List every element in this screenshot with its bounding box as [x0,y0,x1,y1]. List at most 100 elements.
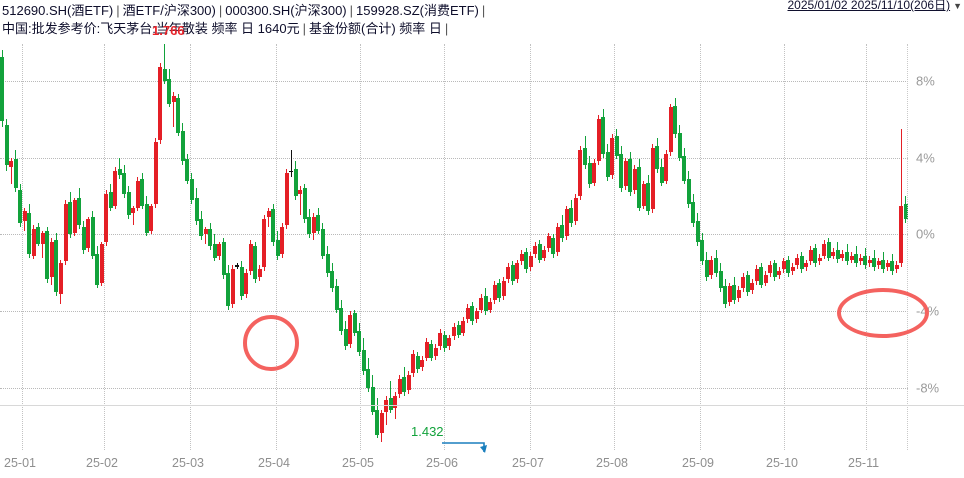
series-label-2[interactable]: 000300.SH(沪深300) [225,3,347,18]
candlestick [845,44,849,450]
candle-body [122,172,127,195]
candle-wick [290,149,292,177]
candle-wick [42,230,44,258]
candlestick [402,44,407,450]
date-range-selector[interactable]: 2025/01/02 2025/11/10(206日) ▼ [788,0,963,13]
candle-body [799,255,804,270]
candle-body [298,190,303,195]
series-label-5[interactable]: 基金份额(合计) 频率 日 [308,21,442,36]
candle-body [275,240,280,256]
candlestick [126,44,131,450]
candlestick [99,44,104,450]
candlestick [881,44,886,450]
candle-body [176,97,181,133]
candlestick [22,44,27,450]
candlestick [176,44,181,450]
candle-body [77,197,82,225]
candle-body [461,321,466,333]
candlestick [63,44,68,450]
series-label-3[interactable]: 159928.SZ(消费ETF) [356,3,479,18]
candle-body [777,271,782,275]
x-axis-tick-label: 25-03 [172,456,204,470]
series-label-0[interactable]: 512690.SH(酒ETF) [2,3,114,18]
candlestick [646,44,651,450]
candle-body [420,359,425,368]
candle-body [4,124,9,166]
candlestick [763,44,768,450]
candlestick [334,44,339,450]
candle-body [605,151,610,177]
candlestick [790,44,795,450]
candle-wick [390,380,392,414]
candlestick [578,44,583,450]
candle-body [881,259,886,270]
candle-body [542,249,547,258]
candle-body [668,107,673,152]
candlestick [149,44,154,450]
candle-body [348,315,353,345]
candlestick [235,44,240,450]
candlestick [673,44,678,450]
candle-body [528,255,533,268]
candlestick [899,44,904,450]
candlestick [592,44,597,450]
candlestick [732,44,737,450]
candlestick [230,44,235,450]
candlestick [641,44,646,450]
candlestick [510,44,515,450]
series-label-4[interactable]: 中国:批发参考价:飞天茅台:当年散装 频率 日 1640元 [2,21,300,36]
candlestick [370,44,375,450]
candlestick [497,44,502,450]
candle-body [0,57,5,121]
candle-body [379,413,384,433]
candle-body [289,170,294,173]
candlestick [822,44,827,450]
candlestick [257,44,262,450]
header-titles: 512690.SH(酒ETF) | 酒ETF/沪深300) | 000300.SH(沪深… [2,2,822,38]
candle-body [623,161,628,187]
candlestick [664,44,669,450]
candle-body [736,290,741,298]
candlestick [208,44,213,450]
candle-body [221,242,226,275]
x-axis-tick-label: 25-09 [682,456,714,470]
candlestick [555,44,560,450]
candle-body [795,257,800,266]
candle-body [411,353,416,374]
candle-body [334,286,339,310]
series-label-1[interactable]: 酒ETF/沪深300) [122,3,216,18]
candle-body [727,286,732,302]
candle-body [81,226,86,250]
x-axis-tick-label: 25-04 [258,456,290,470]
y-axis-tick-label: 8% [916,73,935,89]
caret-down-icon[interactable]: ▼ [953,1,962,11]
candlestick-plot-area[interactable]: 1.432 [0,44,929,453]
candlestick [388,44,393,450]
candle-body [601,117,606,154]
candlestick [424,44,429,450]
candle-body [72,199,77,233]
candle-body [393,396,398,408]
candle-body [899,205,904,264]
candlestick [420,44,425,450]
candlestick [813,44,818,450]
candlestick [854,44,859,450]
candle-body [732,284,737,300]
header-line-1: 512690.SH(酒ETF) | 酒ETF/沪深300) | 000300.SH(沪深… [2,2,822,20]
candle-body [140,178,145,206]
candlestick [158,44,163,450]
x-axis-tick-label: 25-01 [4,456,36,470]
candle-body [704,259,709,277]
candle-body [45,230,50,279]
candle-body [723,286,728,304]
candlestick [786,44,791,450]
candle-body [49,242,54,277]
candle-body [804,263,809,268]
candle-body [768,265,773,273]
date-range-text: 2025/01/02 2025/11/10(206日) [787,0,951,12]
candlestick [637,44,642,450]
candle-body [614,136,619,156]
candlestick [447,44,452,450]
candle-body [429,344,434,358]
candlestick [772,44,777,450]
